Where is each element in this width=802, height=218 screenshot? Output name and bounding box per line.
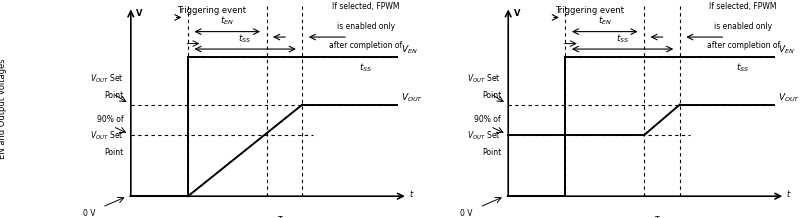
Text: 90% of: 90% of <box>474 115 500 124</box>
Text: $V_{OUT}$ Set: $V_{OUT}$ Set <box>90 72 124 85</box>
Text: t: t <box>786 189 789 199</box>
Text: $t_{EN}$: $t_{EN}$ <box>220 15 234 27</box>
Text: Time: Time <box>654 216 673 218</box>
Text: $V_{OUT}$ Set: $V_{OUT}$ Set <box>467 72 500 85</box>
Text: 0 V: 0 V <box>460 209 472 218</box>
Text: 90% of: 90% of <box>97 115 124 124</box>
Text: after completion of: after completion of <box>329 41 402 50</box>
Text: Point: Point <box>481 91 500 100</box>
Text: If selected, FPWM: If selected, FPWM <box>708 2 776 11</box>
Text: Triggering event: Triggering event <box>177 6 246 15</box>
Text: Triggering event: Triggering event <box>554 6 623 15</box>
Text: $V_{OUT}$: $V_{OUT}$ <box>400 91 422 104</box>
Text: is enabled only: is enabled only <box>713 22 772 31</box>
Text: V: V <box>513 9 520 18</box>
Text: Point: Point <box>481 148 500 157</box>
Text: If selected, FPWM: If selected, FPWM <box>331 2 399 11</box>
Text: $V_{EN}$: $V_{EN}$ <box>400 43 417 56</box>
Text: $t_{SS}$: $t_{SS}$ <box>358 61 372 73</box>
Text: $V_{OUT}$ Set: $V_{OUT}$ Set <box>467 130 500 143</box>
Text: 0 V: 0 V <box>83 209 95 218</box>
Text: Point: Point <box>104 148 124 157</box>
Text: Time: Time <box>277 216 296 218</box>
Text: $t_{SS}$: $t_{SS}$ <box>735 61 749 73</box>
Text: $V_{EN}$: $V_{EN}$ <box>777 43 794 56</box>
Text: $V_{OUT}$: $V_{OUT}$ <box>777 91 799 104</box>
Text: after completion of: after completion of <box>706 41 779 50</box>
Text: $t_{SS}$: $t_{SS}$ <box>615 32 629 45</box>
Text: EN and Output Voltages: EN and Output Voltages <box>0 59 6 159</box>
Text: $t_{EN}$: $t_{EN}$ <box>597 15 611 27</box>
Text: t: t <box>409 189 412 199</box>
Text: $t_{SS}$: $t_{SS}$ <box>238 32 252 45</box>
Text: is enabled only: is enabled only <box>336 22 395 31</box>
Text: $V_{OUT}$ Set: $V_{OUT}$ Set <box>90 130 124 143</box>
Text: Point: Point <box>104 91 124 100</box>
Text: V: V <box>136 9 143 18</box>
